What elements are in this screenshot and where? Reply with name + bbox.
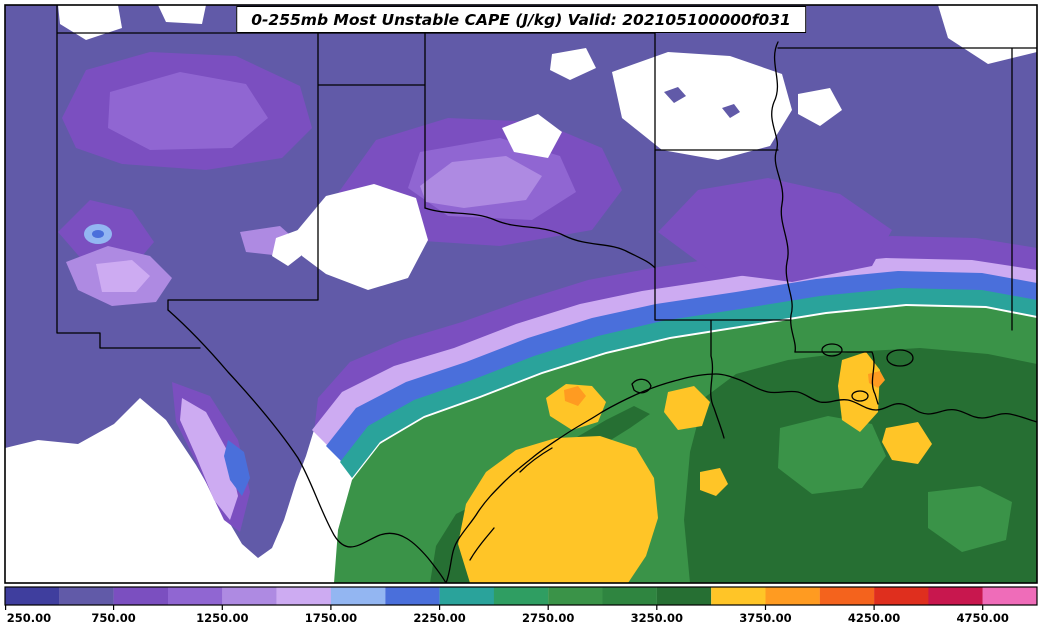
gulf-coastline [445, 373, 1037, 583]
cape-hole-white [550, 48, 596, 80]
colorbar-segment [765, 587, 820, 605]
cape-region-yellow [838, 352, 880, 432]
cape-region-yellow [664, 386, 710, 430]
cape-region-orange [564, 386, 586, 406]
colorbar-tick-label: 4750.00 [957, 611, 1009, 625]
colorbar-segment [168, 587, 223, 605]
colorbar-segment [982, 587, 1037, 605]
colorbar-segment [874, 587, 929, 605]
colorbar-segment [222, 587, 277, 605]
colorbar-frame [4, 586, 1038, 606]
colorbar-segment [113, 587, 168, 605]
colorbar-segment [602, 587, 657, 605]
colorbar-tick-label: 1250.00 [196, 611, 248, 625]
lake-outline [821, 343, 843, 357]
colorbar-tick-label: 2250.00 [413, 611, 465, 625]
cape-hole-white [296, 184, 428, 290]
title-box: 0-255mb Most Unstable CAPE (J/kg) Valid:… [236, 6, 806, 33]
colorbar-ticks [5, 605, 984, 610]
cape-region-green-hole [778, 416, 886, 494]
cape-hole-white [58, 5, 122, 40]
cape-spot-blue [224, 440, 250, 496]
cape-region-lavender [180, 398, 238, 520]
cape-speckle [722, 104, 740, 118]
cape-band-lavender [312, 258, 1037, 448]
cape-region-yellow [882, 422, 932, 464]
rio-grande-river [167, 309, 447, 583]
cape-region-purple [658, 178, 892, 282]
colorbar-segment [819, 587, 875, 605]
cape-region-lightviolet [420, 156, 542, 208]
cape-hole-white [612, 52, 792, 160]
colorbar-segment [928, 587, 983, 605]
cape-region-violet [108, 72, 268, 150]
cape-spot-blue [92, 230, 104, 238]
cape-hole-white [502, 114, 562, 158]
colorbar-segment [656, 587, 712, 605]
colorbar-segment [493, 587, 549, 605]
colorbar: 250.00 750.00 1250.00 1750.00 2250.00 27… [4, 586, 1038, 625]
colorbar-tick-label: 3250.00 [631, 611, 683, 625]
cape-region-green-hole [928, 486, 1012, 552]
lake-outline [851, 390, 869, 402]
coastal-bay-detail [469, 378, 652, 561]
cape-hole-white [158, 5, 206, 24]
colorbar-segment [5, 587, 60, 605]
colorbar-segment [385, 587, 440, 605]
title-text: 0-255mb Most Unstable CAPE (J/kg) Valid:… [251, 11, 791, 29]
cape-region-lavender [96, 260, 150, 292]
cape-fill-layer [5, 5, 1037, 583]
colorbar-tick-label: 750.00 [91, 611, 135, 625]
mississippi-river [771, 41, 796, 353]
colorbar-tick-label: 250.00 [7, 611, 51, 625]
colorbar-segment [330, 587, 386, 605]
colorbar-segment [439, 587, 494, 605]
colorbar-tick-label: 3750.00 [739, 611, 791, 625]
red-river [424, 207, 656, 269]
cape-region-yellow-main [458, 436, 658, 583]
colorbar-segment [711, 587, 766, 605]
cape-region-purple-fringe [314, 236, 1037, 432]
cape-hole-white [798, 88, 842, 126]
colorbar-segment [276, 587, 331, 605]
cape-band-teal [340, 288, 1037, 478]
lake-outline [886, 349, 914, 367]
colorbar-tick-label: 2750.00 [522, 611, 574, 625]
colorbar-segment [59, 587, 114, 605]
colorbar-tick-label: 4250.00 [848, 611, 900, 625]
cape-region-yellow [700, 468, 728, 496]
map-frame [4, 4, 1038, 584]
colorbar-tick-label: 1750.00 [305, 611, 357, 625]
state-borders [56, 5, 1037, 439]
colorbar-segment [548, 587, 603, 605]
cape-hole-white [272, 230, 306, 266]
cape-speckle [664, 87, 686, 103]
